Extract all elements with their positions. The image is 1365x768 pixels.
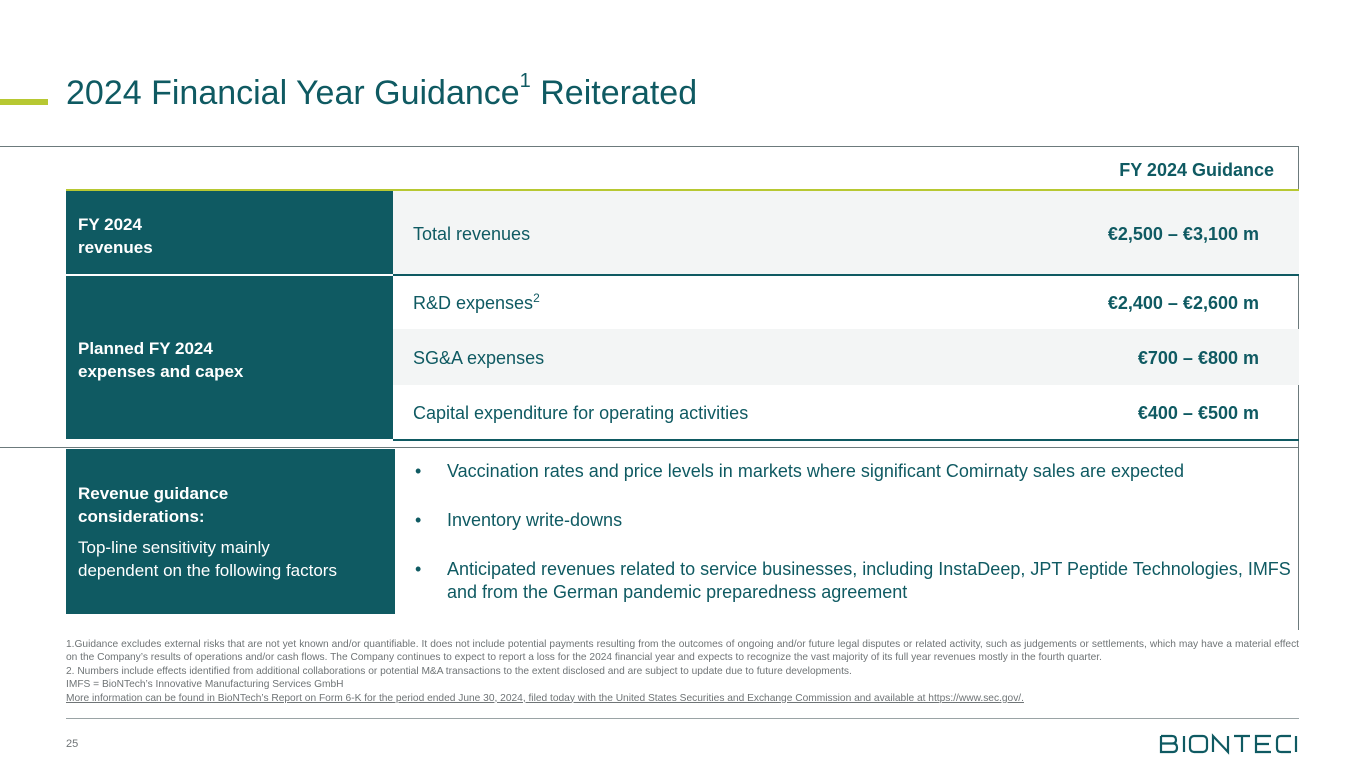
row-label: SG&A expenses bbox=[413, 348, 545, 368]
footnote: 2. Numbers include effects identified fr… bbox=[66, 665, 852, 677]
table-right-border bbox=[1298, 146, 1299, 630]
column-header: FY 2024 Guidance bbox=[1119, 160, 1274, 180]
list-item: • Vaccination rates and price levels in m… bbox=[415, 461, 1185, 481]
considerations-list: • Vaccination rates and price levels in m… bbox=[413, 460, 1293, 630]
table-row: Capital expenditure for operating activi… bbox=[393, 385, 1299, 439]
page-title: 2024 Financial Year Guidance1 Reiterated bbox=[66, 70, 698, 112]
considerations-title: Revenue guidance considerations: bbox=[78, 484, 229, 526]
row-value: €2,500 – €3,100 m bbox=[1107, 224, 1259, 244]
title-accent-bar bbox=[0, 99, 48, 105]
row-value: €700 – €800 m bbox=[1137, 348, 1259, 368]
title-footnote-ref: 1 bbox=[519, 70, 531, 92]
row-label: R&D expenses2 bbox=[413, 291, 540, 313]
row-label: Total revenues bbox=[413, 224, 531, 244]
footnote: 1.Guidance excludes external risks that … bbox=[66, 639, 1299, 664]
row-footnote-ref: 2 bbox=[533, 291, 540, 305]
table-row: SG&A expenses €700 – €800 m bbox=[393, 329, 1299, 385]
footer-rule bbox=[66, 718, 1299, 719]
footnotes: 1.Guidance excludes external risks that … bbox=[66, 638, 1299, 705]
row-divider bbox=[393, 274, 1299, 276]
row-value: €400 – €500 m bbox=[1137, 403, 1259, 423]
table-top-border bbox=[0, 146, 1299, 147]
page-number: 25 bbox=[66, 738, 79, 750]
table-row: Total revenues €2,500 – €3,100 m bbox=[393, 191, 1299, 274]
section-revenues: FY 2024 revenues bbox=[66, 191, 393, 274]
section-revenues-label: FY 2024 revenues bbox=[78, 215, 153, 257]
footnote-more-info: More information can be found in BioNTec… bbox=[66, 692, 1024, 704]
bullet-icon: • bbox=[415, 461, 422, 481]
list-item: • Anticipated revenues related to service… bbox=[415, 559, 1291, 602]
considerations-subtitle: Top-line sensitivity mainly dependent on… bbox=[78, 538, 337, 580]
bullet-icon: • bbox=[415, 510, 422, 530]
row-value: €2,400 – €2,600 m bbox=[1107, 293, 1259, 313]
biontech-logo bbox=[1159, 733, 1299, 760]
section-divider bbox=[0, 447, 1299, 448]
footnote: IMFS = BioNTech’s Innovative Manufacturi… bbox=[66, 679, 344, 691]
row-divider bbox=[393, 439, 1299, 441]
bullet-icon: • bbox=[415, 559, 422, 579]
section-expenses: Planned FY 2024 expenses and capex bbox=[66, 276, 393, 439]
section-expenses-label: Planned FY 2024 expenses and capex bbox=[78, 339, 244, 381]
list-item: • Inventory write-downs bbox=[415, 510, 623, 530]
table-row: R&D expenses2 €2,400 – €2,600 m bbox=[393, 276, 1299, 329]
section-considerations: Revenue guidance considerations: Top-lin… bbox=[66, 449, 395, 614]
biontech-logo-mark bbox=[1159, 733, 1298, 755]
header-rule bbox=[66, 189, 1299, 191]
row-label: Capital expenditure for operating activi… bbox=[413, 403, 749, 423]
